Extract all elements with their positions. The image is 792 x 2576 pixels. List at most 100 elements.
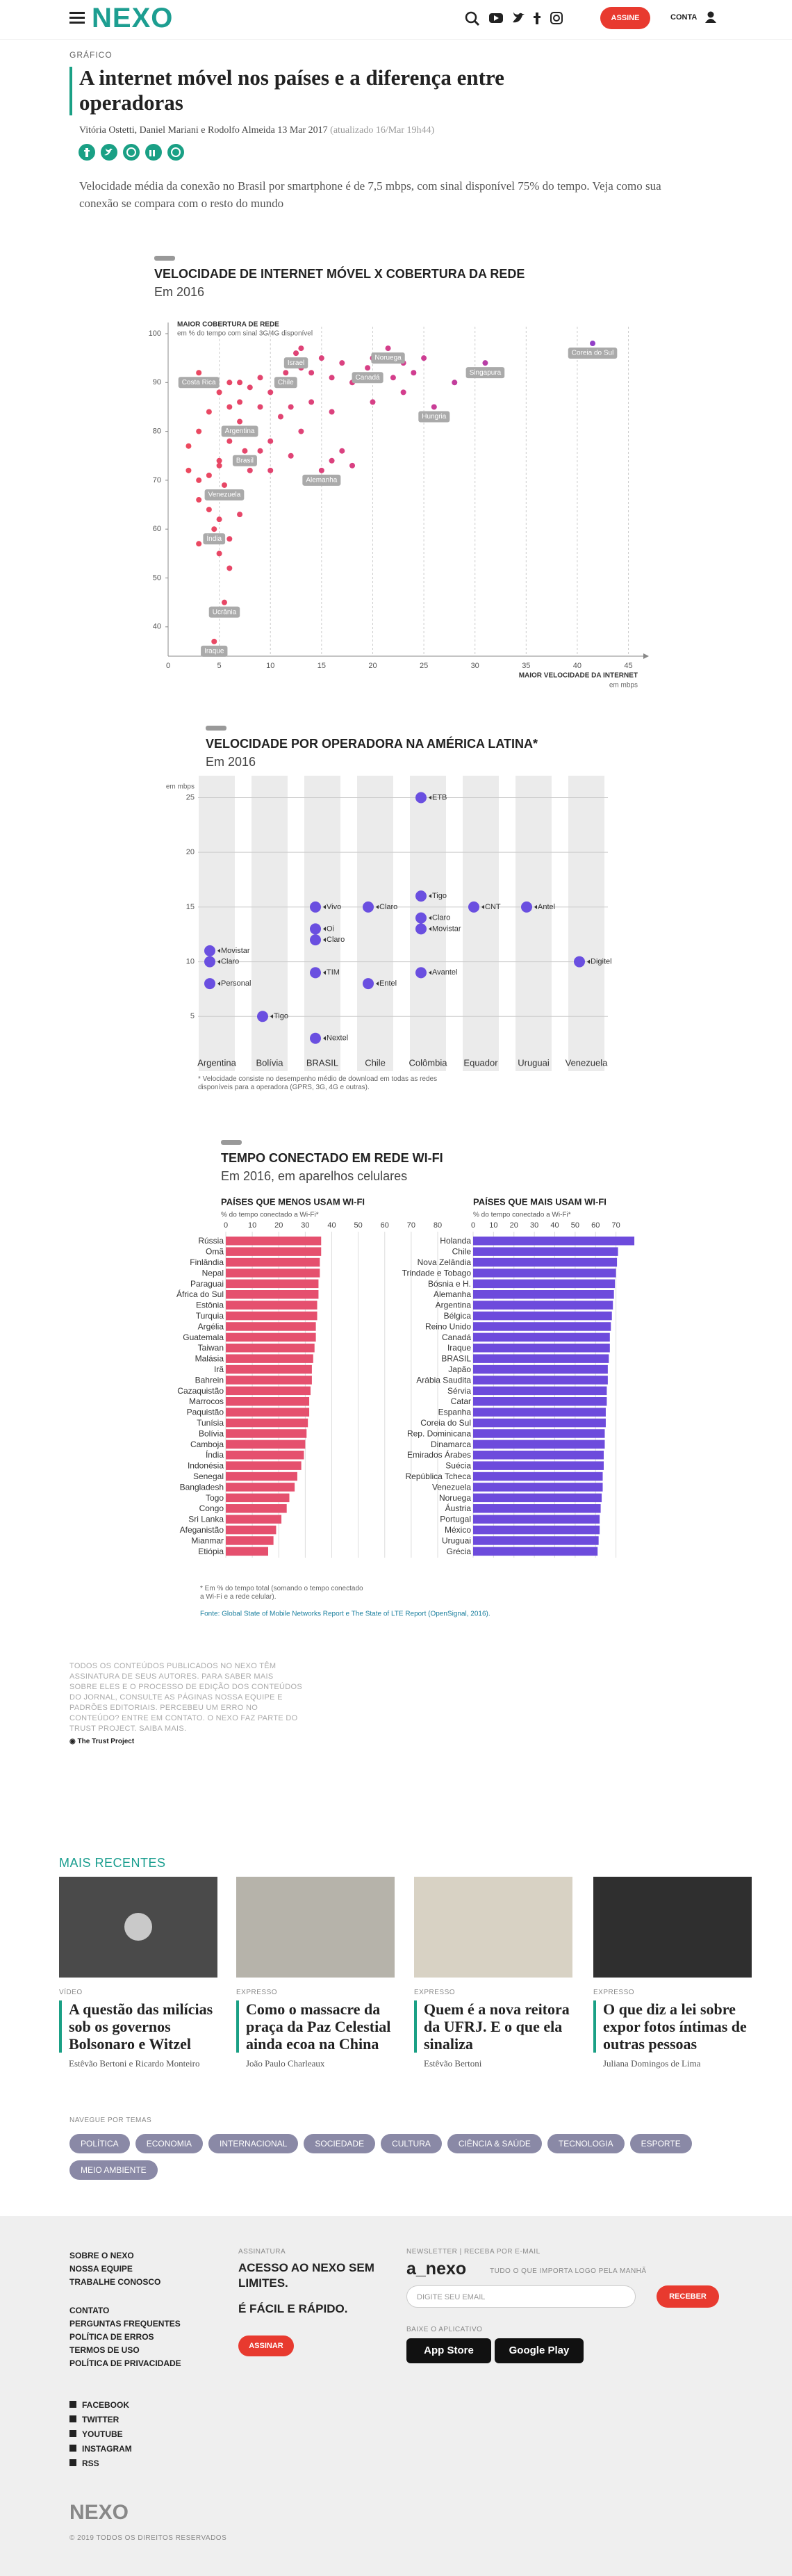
google-play-badge[interactable]: Google Play bbox=[495, 2338, 584, 2363]
category-label: Cazaquistão bbox=[177, 1386, 224, 1396]
label-pointer bbox=[429, 915, 431, 920]
footer-link[interactable]: POLÍTICA DE PRIVACIDADE bbox=[69, 2358, 181, 2368]
chart-subtitle: Em 2016 bbox=[154, 285, 204, 299]
trust-logo[interactable]: ◉ The Trust Project bbox=[69, 1738, 135, 1745]
point bbox=[226, 404, 233, 410]
point bbox=[216, 516, 222, 523]
subscribe-button[interactable]: ASSINE bbox=[600, 7, 650, 29]
footer-link[interactable]: POLÍTICA DE ERROS bbox=[69, 2332, 154, 2342]
copyright: © 2019 TODOS OS DIREITOS RESERVADOS bbox=[69, 2534, 227, 2542]
point bbox=[370, 399, 376, 405]
topic-pill[interactable]: POLÍTICA bbox=[69, 2134, 130, 2153]
operator-label: CNT bbox=[485, 903, 501, 911]
operator-label: Claro bbox=[379, 903, 397, 911]
point bbox=[308, 370, 315, 376]
point bbox=[390, 375, 396, 381]
lede: Velocidade média da conexão no Brasil po… bbox=[79, 179, 661, 210]
operator-dot bbox=[204, 945, 215, 956]
operator-label: Movistar bbox=[221, 947, 250, 955]
social-link[interactable]: INSTAGRAM bbox=[69, 2442, 132, 2456]
topic-pill[interactable]: CIÊNCIA & SAÚDE bbox=[447, 2134, 542, 2153]
operator-dot bbox=[257, 1011, 268, 1022]
point bbox=[452, 380, 458, 386]
operator-label: Tigo bbox=[432, 892, 447, 900]
updated: (atualizado 16/Mar 19h44) bbox=[330, 125, 435, 136]
bar bbox=[226, 1397, 310, 1406]
topic-pill[interactable]: ECONOMIA bbox=[135, 2134, 204, 2153]
menu-icon[interactable] bbox=[69, 10, 86, 26]
operator-dot bbox=[310, 901, 321, 913]
x-tick-label: 40 bbox=[327, 1221, 336, 1230]
bar bbox=[473, 1301, 613, 1310]
category-label: Coreia do Sul bbox=[420, 1418, 471, 1428]
subscribe-button[interactable]: ASSINAR bbox=[238, 2335, 294, 2356]
bar bbox=[226, 1257, 320, 1267]
footer-link[interactable]: TRABALHE CONOSCO bbox=[69, 2277, 161, 2287]
column-bg bbox=[568, 776, 604, 1071]
footnote: * Velocidade consiste no desempenho médi… bbox=[198, 1075, 437, 1091]
x-tick-label: 40 bbox=[550, 1221, 559, 1230]
play-icon[interactable] bbox=[124, 1913, 152, 1941]
card-title: A questão das milícias sob os governos B… bbox=[69, 2000, 213, 2053]
footer-link[interactable]: SOBRE O NEXO bbox=[69, 2251, 134, 2260]
account-link[interactable]: CONTA bbox=[670, 13, 698, 22]
point bbox=[237, 399, 243, 405]
footer-link[interactable]: TERMOS DE USO bbox=[69, 2345, 140, 2355]
label-text: Argentina bbox=[225, 427, 255, 435]
point bbox=[216, 462, 222, 468]
article-card[interactable]: VÍDEO A questão das milícias sob os gover… bbox=[59, 1877, 217, 2069]
social-link[interactable]: RSS bbox=[69, 2456, 132, 2471]
column-bg bbox=[304, 776, 340, 1071]
footnote-line: disponíveis para a operadora (GPRS, 3G, … bbox=[198, 1084, 370, 1091]
operator-label: Movistar bbox=[432, 924, 461, 933]
bar bbox=[473, 1257, 618, 1267]
footer-link[interactable]: PERGUNTAS FREQUENTES bbox=[69, 2319, 181, 2329]
social-link[interactable]: TWITTER bbox=[69, 2413, 132, 2427]
bar bbox=[473, 1269, 616, 1278]
label-text: Canadá bbox=[356, 374, 380, 382]
newsletter-button[interactable]: RECEBER bbox=[657, 2285, 719, 2308]
point-label: Singapura bbox=[465, 367, 505, 379]
bar bbox=[473, 1451, 604, 1460]
footer-link[interactable]: NOSSA EQUIPE bbox=[69, 2264, 133, 2274]
card-author: Estêvão Bertoni bbox=[424, 2058, 482, 2069]
thumbnail bbox=[236, 1877, 395, 1978]
bar bbox=[473, 1332, 610, 1342]
point bbox=[185, 467, 192, 473]
point bbox=[288, 404, 294, 410]
article-card[interactable]: EXPRESSO O que diz a lei sobre expor foto… bbox=[593, 1877, 752, 2069]
x-tick-label: 10 bbox=[248, 1221, 256, 1230]
point bbox=[298, 345, 304, 352]
social-link[interactable]: YOUTUBE bbox=[69, 2427, 132, 2442]
label-pointer bbox=[587, 959, 590, 964]
trust-logo-text: The Trust Project bbox=[77, 1738, 135, 1745]
topic-pill[interactable]: TECNOLOGIA bbox=[547, 2134, 625, 2153]
column-bg bbox=[515, 776, 552, 1071]
topic-pill[interactable]: SOCIEDADE bbox=[304, 2134, 376, 2153]
category-label: Bósnia e H. bbox=[428, 1279, 471, 1289]
bar bbox=[473, 1247, 618, 1256]
point-label: Hungria bbox=[418, 411, 450, 423]
topic-pill[interactable]: ESPORTE bbox=[629, 2134, 692, 2153]
topic-pill[interactable]: CULTURA bbox=[381, 2134, 442, 2153]
email-input[interactable]: DIGITE SEU EMAIL bbox=[406, 2285, 636, 2308]
footer-link[interactable]: CONTATO bbox=[69, 2306, 110, 2315]
category-label: Canadá bbox=[442, 1332, 471, 1342]
article-card[interactable]: EXPRESSO Como o massacre da praça da Paz … bbox=[236, 1877, 395, 2069]
article-card[interactable]: EXPRESSO Quem é a nova reitora da UFRJ. E… bbox=[414, 1877, 572, 2069]
x-tick-label: 0 bbox=[166, 662, 170, 670]
logo[interactable]: NEXO bbox=[92, 3, 174, 33]
share-buttons[interactable] bbox=[78, 143, 189, 163]
topic-pill[interactable]: MEIO AMBIENTE bbox=[69, 2160, 158, 2180]
heading-marker bbox=[154, 256, 175, 261]
category-label: Paraguai bbox=[190, 1279, 224, 1289]
x-tick-label: 35 bbox=[522, 662, 530, 670]
topic-pill[interactable]: INTERNACIONAL bbox=[208, 2134, 299, 2153]
label-bg bbox=[371, 352, 405, 364]
app-store-badge[interactable]: App Store bbox=[406, 2338, 491, 2363]
category-label: México bbox=[445, 1525, 471, 1535]
operator-dot bbox=[521, 901, 532, 913]
label-bg bbox=[274, 377, 297, 389]
social-link[interactable]: FACEBOOK bbox=[69, 2398, 132, 2413]
point bbox=[206, 507, 212, 513]
